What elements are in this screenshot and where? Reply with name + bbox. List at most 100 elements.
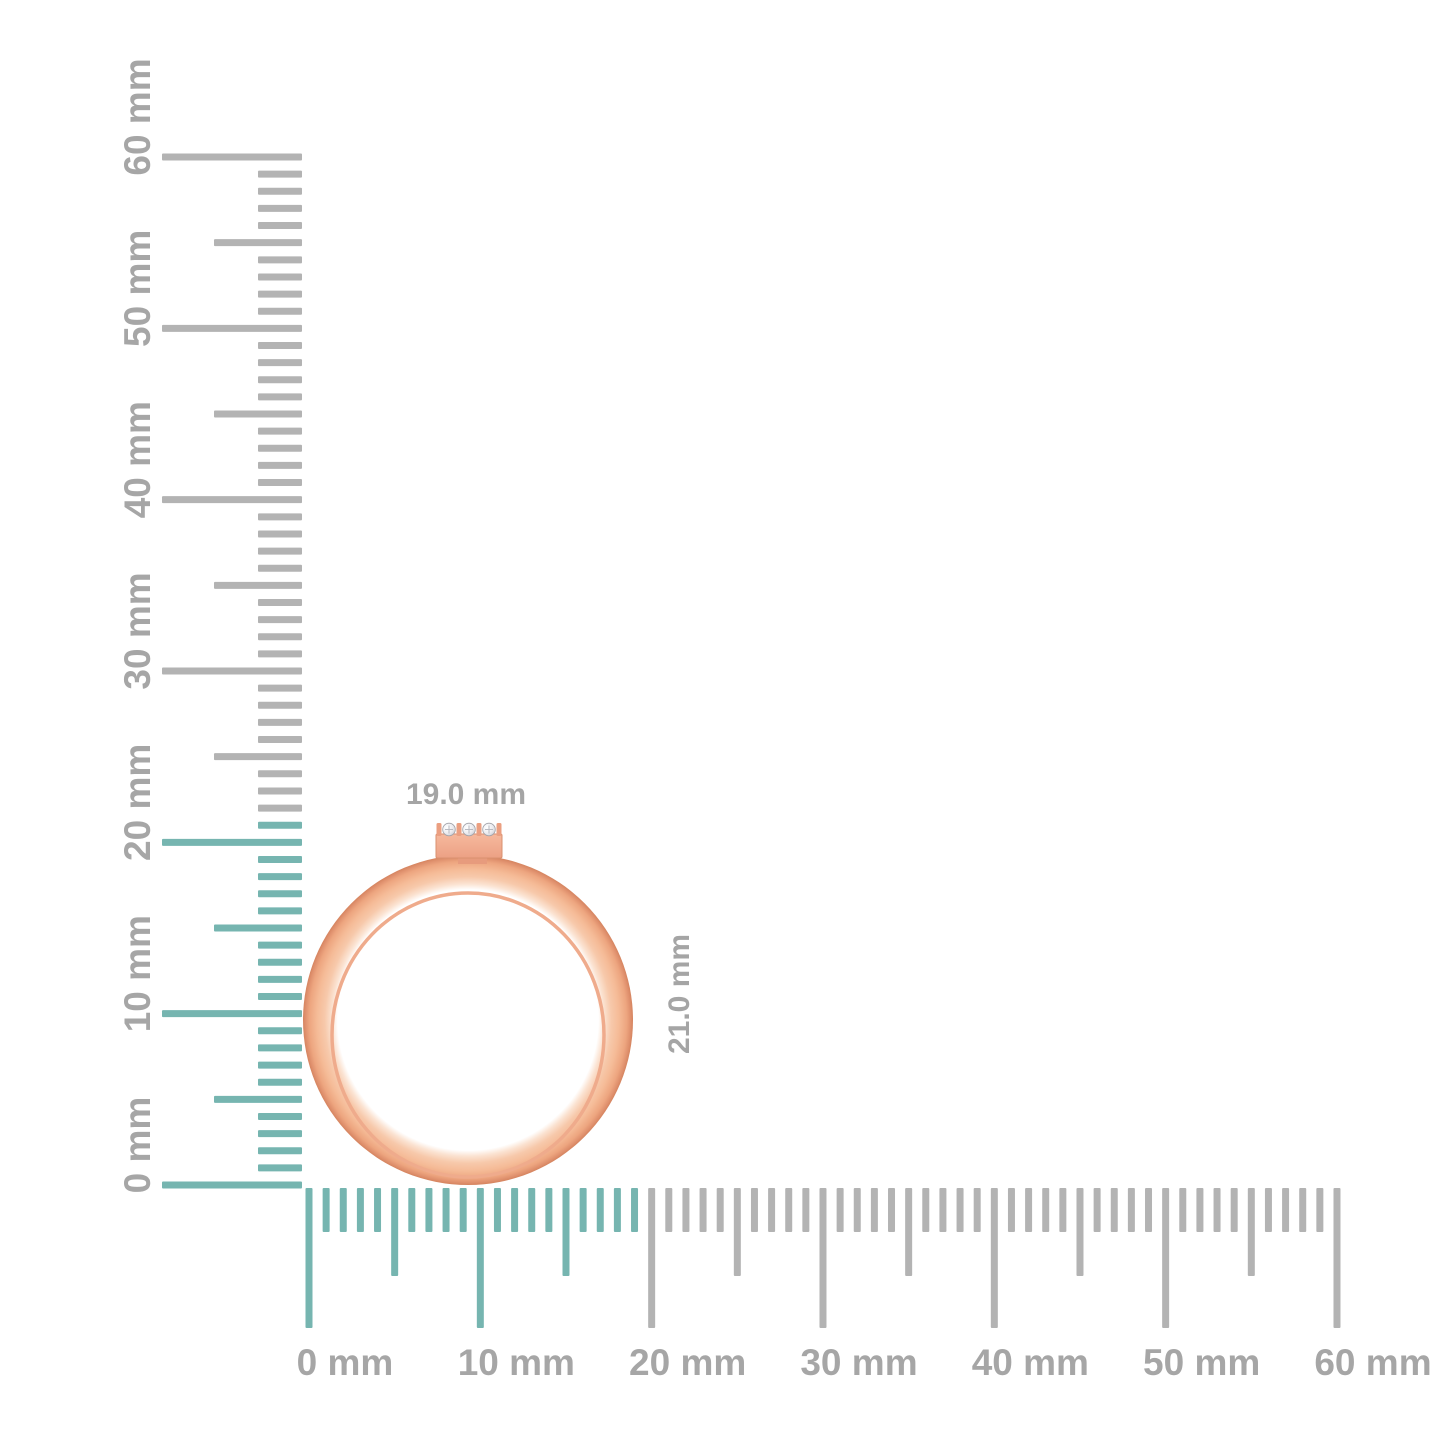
ruler-tick bbox=[258, 547, 302, 555]
ruler-tick bbox=[802, 1188, 810, 1232]
ruler-tick bbox=[511, 1188, 519, 1232]
ruler-tick bbox=[258, 821, 302, 829]
ruler-tick bbox=[1299, 1188, 1307, 1232]
ring-inner-rim bbox=[330, 891, 606, 1179]
vertical-ruler-label: 10 mm bbox=[117, 915, 158, 1032]
ruler-tick bbox=[1007, 1188, 1015, 1232]
ruler-tick bbox=[648, 1188, 656, 1328]
ruler-tick bbox=[1162, 1188, 1170, 1328]
horizontal-ruler-label: 0 mm bbox=[297, 1342, 394, 1383]
ruler-tick bbox=[258, 513, 302, 521]
ruler-tick bbox=[258, 393, 302, 401]
ring-head-plate bbox=[435, 833, 503, 859]
ruler-tick bbox=[1230, 1188, 1238, 1232]
ruler-tick bbox=[1145, 1188, 1153, 1232]
vertical-ruler-label: 20 mm bbox=[117, 744, 158, 861]
ruler-tick bbox=[258, 598, 302, 606]
ruler-tick bbox=[562, 1188, 570, 1276]
ruler-tick bbox=[682, 1188, 690, 1232]
ruler-tick bbox=[258, 479, 302, 487]
ruler-tick bbox=[258, 718, 302, 726]
ruler-tick bbox=[613, 1188, 621, 1232]
ruler-tick bbox=[162, 153, 302, 161]
ruler-tick bbox=[1213, 1188, 1221, 1232]
ruler-tick bbox=[258, 958, 302, 966]
ruler-tick bbox=[425, 1188, 433, 1232]
ruler-tick bbox=[990, 1188, 998, 1328]
ruler-tick bbox=[258, 187, 302, 195]
ruler-tick bbox=[1059, 1188, 1067, 1232]
ruler-tick bbox=[956, 1188, 964, 1232]
ruler-tick bbox=[1076, 1188, 1084, 1276]
ruler-tick bbox=[258, 341, 302, 349]
ruler-tick bbox=[258, 1164, 302, 1172]
ruler-tick bbox=[905, 1188, 913, 1276]
ruler-tick bbox=[258, 307, 302, 315]
ruler-tick bbox=[258, 975, 302, 983]
ruler-tick bbox=[819, 1188, 827, 1328]
ruler-tick bbox=[665, 1188, 673, 1232]
ruler-tick bbox=[716, 1188, 724, 1232]
horizontal-ruler-label: 20 mm bbox=[629, 1342, 746, 1383]
ruler-tick bbox=[1316, 1188, 1324, 1232]
vertical-ruler-label: 0 mm bbox=[117, 1097, 158, 1194]
horizontal-ruler-label: 60 mm bbox=[1314, 1342, 1431, 1383]
ruler-tick bbox=[258, 564, 302, 572]
ring-prong bbox=[456, 823, 462, 836]
ruler-tick bbox=[258, 170, 302, 178]
ruler-tick bbox=[973, 1188, 981, 1232]
horizontal-ruler-label: 10 mm bbox=[458, 1342, 575, 1383]
ruler-tick bbox=[339, 1188, 347, 1232]
ruler-tick bbox=[939, 1188, 947, 1232]
ruler-tick bbox=[162, 1181, 302, 1189]
ruler-tick bbox=[214, 581, 302, 589]
ruler-tick bbox=[258, 290, 302, 298]
vertical-ruler-label: 60 mm bbox=[117, 58, 158, 175]
ruler-tick bbox=[258, 701, 302, 709]
ruler-tick bbox=[1025, 1188, 1033, 1232]
ruler-tick bbox=[596, 1188, 604, 1232]
ruler-tick bbox=[258, 1061, 302, 1069]
ruler-tick bbox=[785, 1188, 793, 1232]
vertical-ruler: 0 mm 10 mm 20 mm 30 mm 40 mm 50 mm 60 mm bbox=[117, 58, 302, 1193]
ruler-tick bbox=[258, 907, 302, 915]
ruler-tick bbox=[214, 239, 302, 247]
ruler-tick bbox=[258, 256, 302, 264]
ruler-tick bbox=[258, 890, 302, 898]
ring-width-dimension-label: 19.0 mm bbox=[406, 778, 526, 811]
ruler-tick bbox=[258, 1044, 302, 1052]
ruler-tick bbox=[162, 496, 302, 504]
ruler-tick bbox=[750, 1188, 758, 1232]
ring-illustration bbox=[303, 822, 633, 1185]
ruler-tick bbox=[258, 770, 302, 778]
ruler-tick bbox=[162, 838, 302, 846]
vertical-ruler-label: 40 mm bbox=[117, 401, 158, 518]
ruler-tick bbox=[258, 616, 302, 624]
horizontal-ruler: 0 mm 10 mm 20 mm 30 mm 40 mm 50 mm 60 mm bbox=[297, 1188, 1432, 1383]
ruler-tick bbox=[1127, 1188, 1135, 1232]
ruler-tick bbox=[1247, 1188, 1255, 1276]
ruler-tick bbox=[258, 804, 302, 812]
ruler-tick bbox=[853, 1188, 861, 1232]
ruler-tick bbox=[258, 359, 302, 367]
ruler-tick bbox=[1282, 1188, 1290, 1232]
ruler-tick bbox=[258, 633, 302, 641]
horizontal-ruler-label: 30 mm bbox=[800, 1342, 917, 1383]
ruler-tick bbox=[888, 1188, 896, 1232]
ruler-tick bbox=[408, 1188, 416, 1232]
ruler-tick bbox=[258, 444, 302, 452]
ruler-tick bbox=[258, 787, 302, 795]
ruler-tick bbox=[1110, 1188, 1118, 1232]
ruler-tick bbox=[258, 736, 302, 744]
horizontal-ruler-label: 40 mm bbox=[972, 1342, 1089, 1383]
ruler-tick bbox=[214, 1095, 302, 1103]
ruler-tick bbox=[1196, 1188, 1204, 1232]
horizontal-ruler-label: 50 mm bbox=[1143, 1342, 1260, 1383]
ruler-tick bbox=[699, 1188, 707, 1232]
ruler-tick bbox=[214, 924, 302, 932]
ruler-tick bbox=[733, 1188, 741, 1276]
ruler-tick bbox=[1333, 1188, 1341, 1328]
ring-prong bbox=[436, 823, 442, 836]
ruler-tick bbox=[459, 1188, 467, 1232]
